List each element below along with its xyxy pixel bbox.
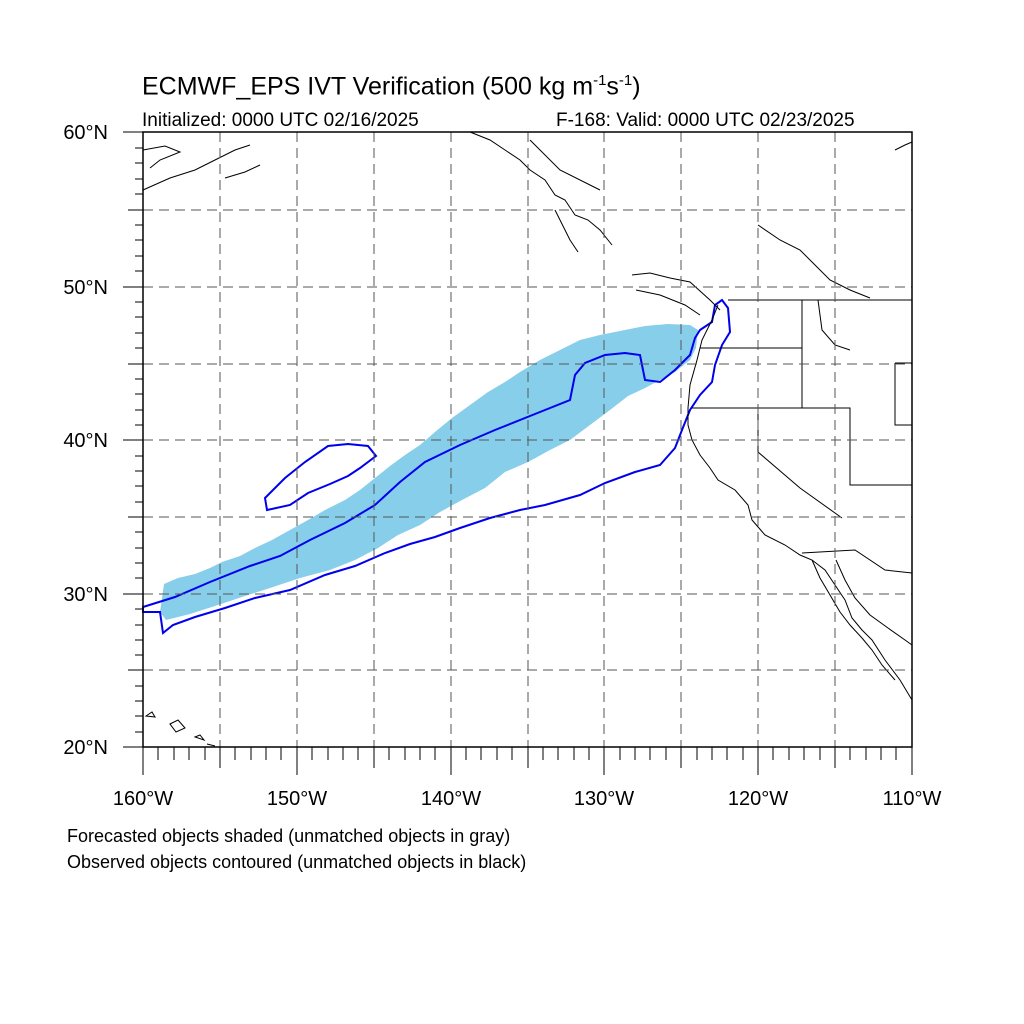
lon-label: 150°W [267, 788, 327, 810]
lat-label: 20°N [63, 737, 108, 759]
forecast-legend-note: Forecasted objects shaded (unmatched obj… [67, 826, 511, 846]
map-title: ECMWF_EPS IVT Verification (500 kg m-1s-… [142, 72, 641, 101]
lon-label: 130°W [574, 788, 634, 810]
lat-label: 40°N [63, 430, 108, 452]
coastline-us-west [687, 304, 913, 701]
coastline-alaska [142, 131, 913, 253]
lat-label: 30°N [63, 584, 108, 606]
map-frame [142, 131, 913, 748]
initialized-time: Initialized: 0000 UTC 02/16/2025 [142, 110, 419, 131]
observed-object-main [142, 298, 732, 635]
coastline-baja [811, 559, 913, 681]
coastline-canada [631, 224, 871, 316]
lon-label: 160°W [113, 788, 173, 810]
gridlines [143, 132, 912, 747]
lat-label: 50°N [63, 277, 108, 299]
lat-label: 60°N [63, 122, 108, 144]
valid-time: F-168: Valid: 0000 UTC 02/23/2025 [556, 110, 855, 131]
lon-label: 110°W [883, 788, 942, 810]
state-boundaries [692, 299, 913, 574]
observed-object-small [263, 442, 378, 512]
tick-marks [123, 131, 913, 775]
lon-label: 140°W [421, 788, 481, 810]
forecast-object [160, 324, 698, 620]
lon-label: 120°W [728, 788, 788, 810]
observed-legend-note: Observed objects contoured (unmatched ob… [67, 852, 527, 872]
islands-hawaii [144, 711, 216, 747]
